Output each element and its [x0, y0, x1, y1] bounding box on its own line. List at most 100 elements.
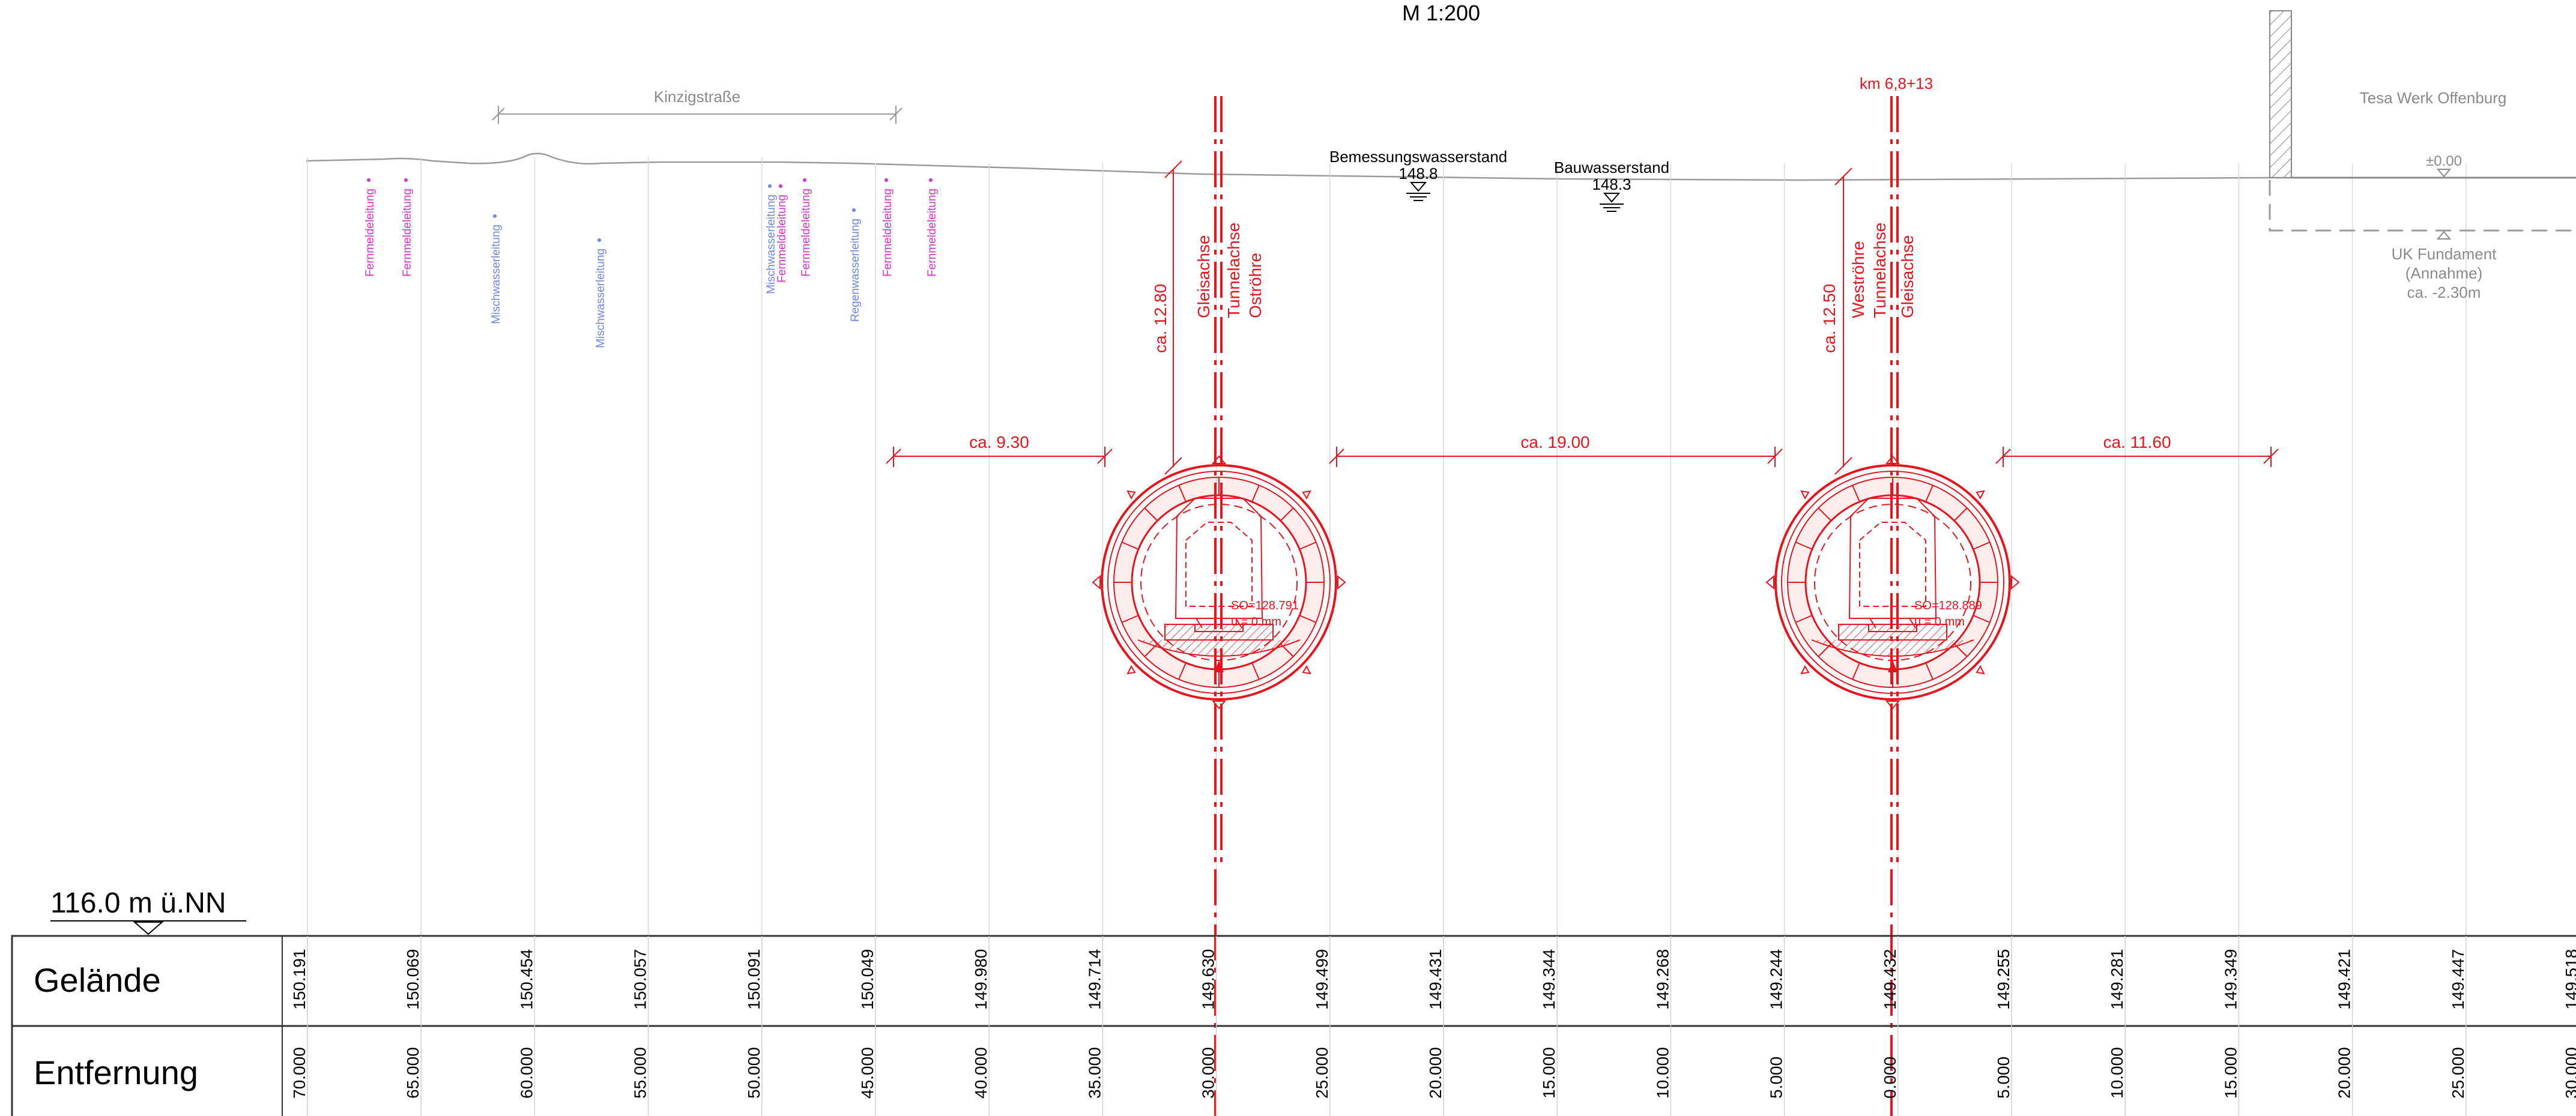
- gelaende-value: 149.518: [2562, 949, 2576, 1010]
- gelaende-value: 149.255: [1994, 949, 2013, 1010]
- entfernung-value: 65.000: [404, 1047, 422, 1099]
- axis-label: Tunnelachse: [1224, 223, 1243, 318]
- axis-label: Tunnelachse: [1870, 223, 1889, 318]
- street-dimension: Kinzigstraße: [492, 88, 903, 124]
- tunnel-east-axis-labels: Gleisachse Tunnelachse Oströhre: [1194, 223, 1265, 318]
- foundation-line-1: UK Fundament: [2392, 245, 2497, 263]
- utility-label: Fernmeldeleitung: [800, 189, 812, 277]
- gelaende-value: 149.349: [2221, 949, 2240, 1010]
- tunnel-u-label: u = 0 mm: [1914, 615, 1965, 629]
- street-label: Kinzigstraße: [654, 88, 741, 106]
- gelaende-value: 149.980: [972, 949, 990, 1010]
- utility-label: Fernmeldeleitung: [364, 189, 376, 277]
- tunnel-so-label: SO=128.889: [1914, 599, 1982, 612]
- entfernung-value: 20.000: [1426, 1047, 1445, 1099]
- entfernung-value: 5.000: [1767, 1057, 1786, 1099]
- terrain-line: [306, 152, 2576, 181]
- axis-label: Gleisachse: [1898, 235, 1917, 318]
- depth-dimension-east: ca. 12.80: [1151, 160, 1182, 475]
- entfernung-value: 10.000: [2108, 1047, 2126, 1099]
- clearance-dimensions: [886, 447, 2279, 467]
- entfernung-value: 5.000: [1994, 1057, 2013, 1099]
- utility-marker: [768, 184, 772, 188]
- clearance-label: ca. 19.00: [1520, 433, 1589, 451]
- water-level-label: Bauwasserstand: [1554, 158, 1669, 176]
- km-label: km 6,8+13: [1860, 74, 1933, 92]
- entfernung-value: 55.000: [631, 1047, 650, 1099]
- utility-label: Mischwasserleitung: [594, 249, 607, 348]
- utility-marker: [884, 178, 888, 182]
- tunnel-axis-east: [1214, 96, 1223, 1116]
- entfernung-value: 60.000: [517, 1047, 536, 1099]
- water-level-design: Bemessungswasserstand 148.8: [1329, 148, 1507, 201]
- datum-label: 116.0 m ü.NN: [50, 887, 226, 919]
- row-label-gelaende: Gelände: [34, 961, 161, 999]
- clearance-label: ca. 9.30: [969, 433, 1029, 451]
- entfernung-value: 50.000: [745, 1047, 763, 1099]
- utility-label: Fernmeldeleitung: [926, 189, 939, 277]
- building-tesa: Tesa Werk Offenburg ±0.00 UK Fundament (…: [2269, 10, 2576, 301]
- building-level: ±0.00: [2426, 153, 2462, 169]
- entfernung-value: 15.000: [1540, 1047, 1558, 1099]
- gelaende-value: 149.431: [1426, 949, 1445, 1010]
- axis-label: Gleisachse: [1194, 235, 1213, 318]
- gelaende-value: 149.714: [1085, 949, 1104, 1010]
- gelaende-value: 150.049: [858, 949, 877, 1010]
- gelaende-value: 150.454: [517, 949, 536, 1010]
- tunnel-so-label: SO=128.791: [1231, 599, 1299, 612]
- utility-marker: [852, 208, 856, 212]
- tunnel-west-axis-labels: Weströhre Tunnelachse Gleisachse: [1849, 223, 1917, 318]
- entfernung-value: 40.000: [972, 1047, 990, 1099]
- gelaende-value: 149.421: [2335, 949, 2354, 1010]
- utility-label: Fernmeldeleitung: [881, 189, 894, 277]
- tunnel-axis-west: [1890, 96, 1899, 1116]
- gelaende-value: 149.344: [1540, 949, 1558, 1010]
- row-label-entfernung: Entfernung: [34, 1054, 198, 1091]
- depth-label: ca. 12.50: [1820, 284, 1839, 353]
- entfernung-value: 30.000: [1199, 1047, 1218, 1099]
- gelaende-value: 150.091: [745, 949, 763, 1010]
- gelaende-value: 149.499: [1313, 949, 1331, 1010]
- entfernung-value: 35.000: [1085, 1047, 1104, 1099]
- utility-marker: [929, 178, 933, 182]
- station-grid: [307, 157, 2467, 936]
- foundation-line-2: (Annahme): [2405, 264, 2483, 282]
- gelaende-value: 150.191: [290, 949, 309, 1010]
- water-level-label: Bemessungswasserstand: [1329, 148, 1507, 166]
- entfernung-value: 45.000: [858, 1047, 877, 1099]
- tunnel-east: SO=128.791 u = 0 mm: [1092, 455, 1346, 710]
- tunnel-west: SO=128.889 u = 0 mm: [1765, 455, 2020, 710]
- water-level-construction: Bauwasserstand 148.3: [1554, 158, 1669, 212]
- foundation-line-3: ca. -2.30m: [2407, 283, 2481, 301]
- gelaende-value: 150.069: [404, 949, 422, 1010]
- axis-label: Oströhre: [1246, 253, 1265, 318]
- axis-label: Weströhre: [1849, 241, 1867, 318]
- water-level-value: 148.8: [1398, 164, 1438, 182]
- utility-label: Fernmeldeleitung: [401, 189, 414, 277]
- utility-marker: [493, 214, 497, 218]
- building-name: Tesa Werk Offenburg: [2360, 89, 2507, 107]
- gelaende-value: 149.244: [1767, 949, 1786, 1010]
- gelaende-value: 149.281: [2108, 949, 2126, 1010]
- profile-table: Gelände Entfernung 150.191 70.000 150.069 6…: [11, 935, 2576, 1116]
- utility-label: Mischwasserleitung: [765, 195, 778, 294]
- utility-label: Fernmeldeleitung: [776, 195, 788, 283]
- entfernung-value: 25.000: [1313, 1047, 1331, 1099]
- utility-label: Regenwasserleitung: [849, 219, 862, 322]
- entfernung-value: 25.000: [2449, 1047, 2467, 1099]
- utility-marker: [367, 178, 370, 182]
- depth-label: ca. 12.80: [1151, 284, 1170, 353]
- gelaende-value: 150.057: [631, 949, 650, 1010]
- utility-marker: [803, 178, 806, 182]
- utility-marker: [779, 184, 782, 188]
- datum-marker: 116.0 m ü.NN: [50, 887, 246, 935]
- entfernung-value: 15.000: [2221, 1047, 2240, 1099]
- gelaende-value: 149.432: [1881, 949, 1899, 1010]
- water-level-value: 148.3: [1592, 175, 1631, 193]
- gelaende-value: 149.630: [1199, 949, 1218, 1010]
- entfernung-value: 30.000: [2562, 1047, 2576, 1099]
- scale-label: M 1:200: [1402, 1, 1480, 25]
- entfernung-value: 20.000: [2335, 1047, 2354, 1099]
- utility-marker: [597, 238, 601, 242]
